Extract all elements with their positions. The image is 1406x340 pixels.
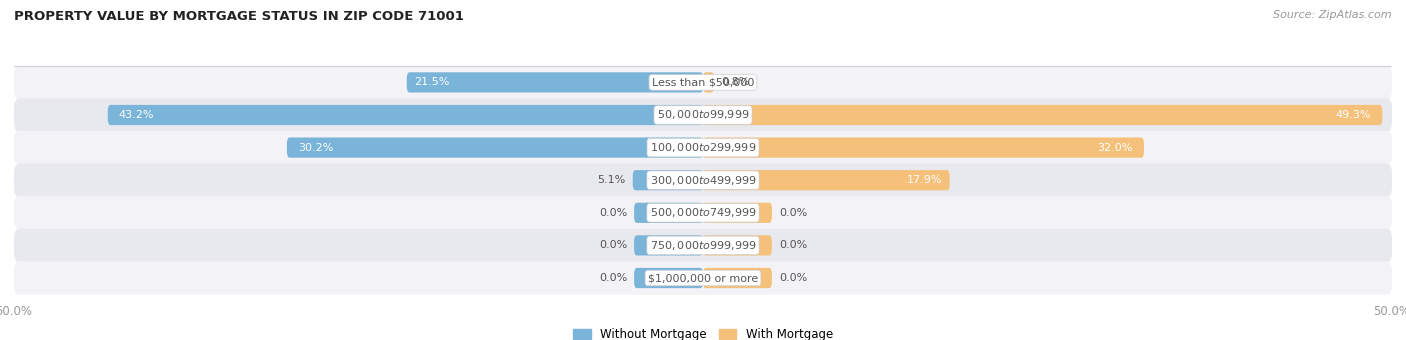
Text: 32.0%: 32.0% [1098,142,1133,153]
Text: 43.2%: 43.2% [118,110,155,120]
Text: 17.9%: 17.9% [907,175,943,185]
FancyBboxPatch shape [703,170,949,190]
Text: Source: ZipAtlas.com: Source: ZipAtlas.com [1274,10,1392,20]
FancyBboxPatch shape [633,170,703,190]
FancyBboxPatch shape [703,203,772,223]
Text: $300,000 to $499,999: $300,000 to $499,999 [650,174,756,187]
FancyBboxPatch shape [703,105,1382,125]
Legend: Without Mortgage, With Mortgage: Without Mortgage, With Mortgage [568,323,838,340]
FancyBboxPatch shape [108,105,703,125]
Text: $500,000 to $749,999: $500,000 to $749,999 [650,206,756,219]
Text: 0.0%: 0.0% [599,240,627,250]
Text: 49.3%: 49.3% [1336,110,1371,120]
FancyBboxPatch shape [703,72,714,92]
FancyBboxPatch shape [703,268,772,288]
FancyBboxPatch shape [14,66,1392,99]
Text: 5.1%: 5.1% [598,175,626,185]
FancyBboxPatch shape [287,137,703,158]
Text: 0.0%: 0.0% [779,273,807,283]
Text: 0.0%: 0.0% [779,208,807,218]
Text: 0.0%: 0.0% [599,208,627,218]
Text: PROPERTY VALUE BY MORTGAGE STATUS IN ZIP CODE 71001: PROPERTY VALUE BY MORTGAGE STATUS IN ZIP… [14,10,464,23]
Text: Less than $50,000: Less than $50,000 [652,78,754,87]
Text: $1,000,000 or more: $1,000,000 or more [648,273,758,283]
FancyBboxPatch shape [14,261,1392,295]
Text: $50,000 to $99,999: $50,000 to $99,999 [657,108,749,121]
Text: 0.8%: 0.8% [721,78,749,87]
FancyBboxPatch shape [14,229,1392,262]
FancyBboxPatch shape [14,131,1392,164]
Text: 30.2%: 30.2% [298,142,333,153]
FancyBboxPatch shape [634,203,703,223]
FancyBboxPatch shape [14,196,1392,230]
FancyBboxPatch shape [703,235,772,256]
FancyBboxPatch shape [406,72,703,92]
Text: 0.0%: 0.0% [779,240,807,250]
FancyBboxPatch shape [14,98,1392,132]
Text: 0.0%: 0.0% [599,273,627,283]
Text: $750,000 to $999,999: $750,000 to $999,999 [650,239,756,252]
FancyBboxPatch shape [634,235,703,256]
FancyBboxPatch shape [14,164,1392,197]
FancyBboxPatch shape [703,137,1144,158]
FancyBboxPatch shape [634,268,703,288]
Text: 21.5%: 21.5% [413,78,449,87]
Text: $100,000 to $299,999: $100,000 to $299,999 [650,141,756,154]
